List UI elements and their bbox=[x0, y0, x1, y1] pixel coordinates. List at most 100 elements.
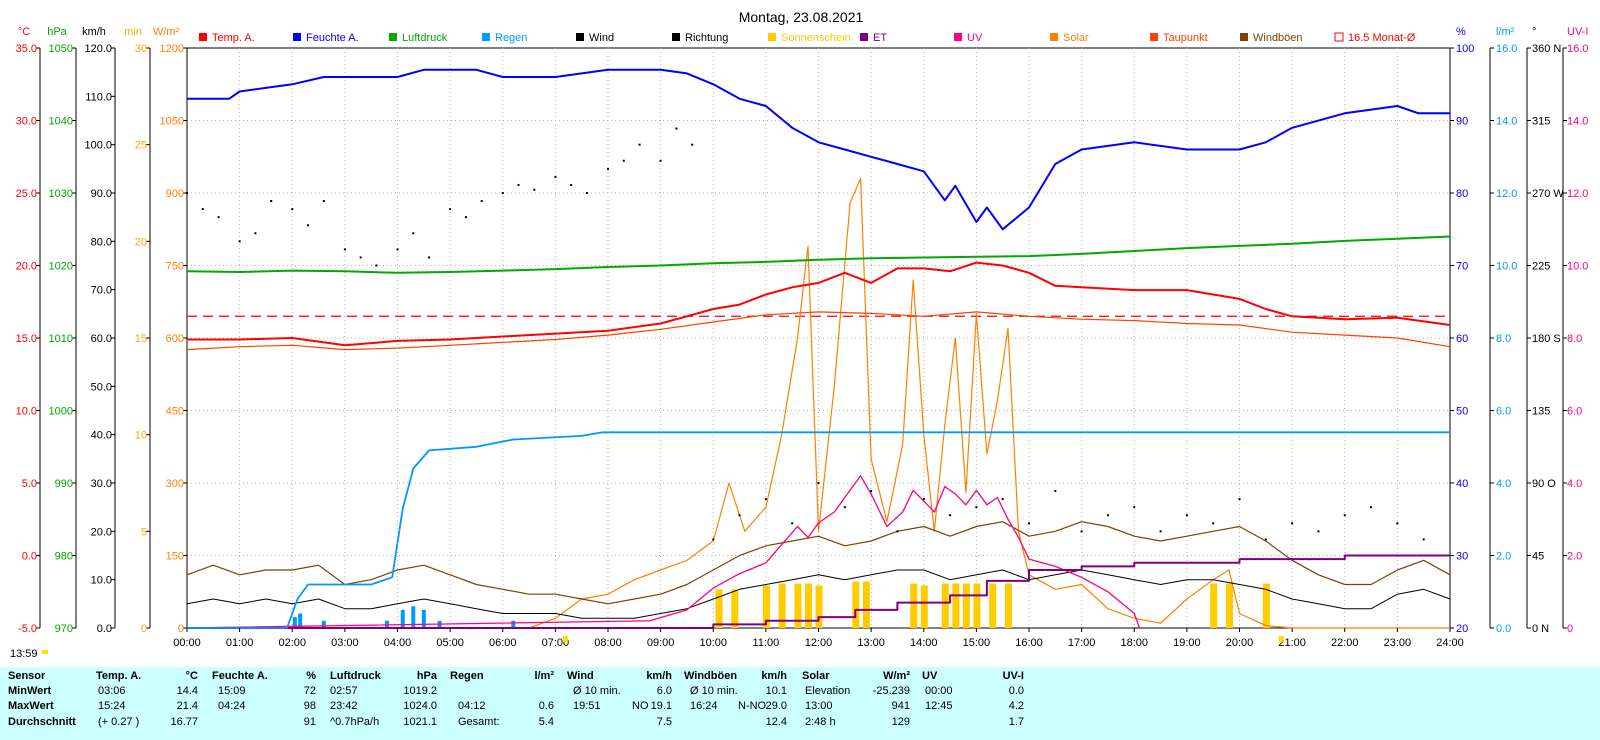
stats-cell: MinWert bbox=[8, 685, 52, 697]
axis-tick-label: 1010 bbox=[49, 333, 73, 345]
stats-cell: Feuchte A. bbox=[212, 670, 268, 682]
time-tick-label: 14:00 bbox=[910, 637, 938, 649]
axis-tick-label: 2.0 bbox=[1567, 551, 1582, 563]
direction-point bbox=[217, 216, 220, 219]
dewpoint-line bbox=[186, 311, 1451, 351]
legend-swatch bbox=[482, 33, 490, 41]
sunshine-bar bbox=[862, 581, 870, 628]
direction-point bbox=[607, 167, 609, 170]
legend-entry: ET bbox=[860, 32, 887, 44]
stats-cell: 1.7 bbox=[1008, 716, 1024, 728]
axis-tick-label: 270 W bbox=[1532, 188, 1564, 200]
axis-tick-label: 150 bbox=[166, 551, 184, 563]
sunshine-bar bbox=[804, 583, 812, 628]
axis-unit: UV-I bbox=[1567, 26, 1588, 38]
stats-cell: 91 bbox=[303, 716, 316, 728]
time-tick-label: 05:00 bbox=[436, 637, 464, 649]
axis-tick-label: 8.0 bbox=[1496, 333, 1511, 345]
time-tick-label: 01:00 bbox=[226, 637, 254, 649]
direction-point bbox=[638, 143, 641, 146]
stats-cell: 23:42 bbox=[330, 700, 358, 712]
pressure-line bbox=[186, 235, 1451, 274]
axis-tick-label: 980 bbox=[55, 551, 73, 563]
axis-tick-label: 225 bbox=[1532, 261, 1550, 273]
axis-tick-label: 990 bbox=[55, 478, 73, 490]
chart-plot-area bbox=[186, 68, 1451, 629]
legend-label: Taupunkt bbox=[1163, 32, 1208, 44]
legend-swatch bbox=[576, 33, 584, 41]
sunshine-bar bbox=[973, 583, 981, 628]
direction-point bbox=[1159, 530, 1162, 533]
sunshine-bar bbox=[920, 585, 928, 628]
stats-cell: 02:57 bbox=[330, 685, 358, 697]
rain-rate-bar bbox=[511, 620, 516, 628]
direction-point bbox=[922, 498, 925, 501]
time-tick-label: 22:00 bbox=[1331, 637, 1359, 649]
stats-cell: 16:24 bbox=[690, 700, 718, 712]
direction-point bbox=[1028, 522, 1030, 525]
direction-point bbox=[870, 490, 873, 493]
axis-tick-label: 135 bbox=[1532, 406, 1550, 418]
axis-tick-label: 4.0 bbox=[1496, 478, 1511, 490]
direction-point bbox=[554, 175, 557, 178]
axis-tick-label: 0.0 bbox=[1496, 623, 1511, 635]
stats-cell: 29.0 bbox=[765, 700, 787, 712]
legend-entry: Sonnenschein bbox=[768, 32, 851, 44]
axis-tick-label: 750 bbox=[166, 261, 184, 273]
direction-point bbox=[1185, 514, 1188, 517]
stats-cell: 98 bbox=[303, 700, 316, 712]
time-tick-label: 24:00 bbox=[1436, 637, 1464, 649]
sunshine-bar bbox=[762, 585, 770, 628]
stats-cell: hPa bbox=[416, 670, 437, 682]
direction-point bbox=[1080, 530, 1083, 533]
chart-title: Montag, 23.08.2021 bbox=[739, 9, 864, 25]
axis-tick-label: 90 bbox=[1456, 116, 1468, 128]
stats-cell: UV-I bbox=[1002, 670, 1024, 682]
axis-rain: 16.0 14.0 12.0 10.0 8.0 6.0 4.0 2.0 0.0 l/m² bbox=[1489, 26, 1517, 635]
legend-label: Feuchte A. bbox=[306, 32, 359, 44]
sunshine-bar bbox=[941, 583, 949, 628]
axis-tick-label: 15 bbox=[135, 333, 147, 345]
chart-legend: Temp. A. Feuchte A. Luftdruck Regen Wind Rich… bbox=[199, 32, 1416, 44]
axis-tick-label: 20.0 bbox=[91, 526, 112, 538]
legend-swatch bbox=[1334, 32, 1344, 42]
legend-entry: Solar bbox=[1050, 32, 1089, 44]
stats-cell: l/m² bbox=[534, 670, 554, 682]
stats-cell: 04:12 bbox=[458, 700, 486, 712]
direction-point bbox=[322, 200, 325, 203]
axis-tick-label: 40.0 bbox=[91, 430, 112, 442]
time-tick-label: 17:00 bbox=[1068, 637, 1096, 649]
legend-entry: Taupunkt bbox=[1150, 32, 1208, 44]
axis-tick-label: 15.0 bbox=[16, 333, 37, 345]
sunshine-bar bbox=[731, 589, 739, 628]
direction-point bbox=[201, 208, 204, 211]
time-tick-label: 11:00 bbox=[753, 637, 780, 649]
axis-tick-label: 10.0 bbox=[91, 575, 112, 587]
sunset-marker bbox=[1278, 636, 1284, 642]
direction-point bbox=[1343, 514, 1346, 517]
direction-point bbox=[791, 522, 794, 525]
sunshine-bar bbox=[962, 583, 970, 628]
direction-point bbox=[238, 240, 241, 243]
time-tick-label: 18:00 bbox=[1120, 637, 1148, 649]
stats-cell: km/h bbox=[646, 670, 672, 682]
stats-cell: 12.4 bbox=[765, 716, 787, 728]
sunshine-bar bbox=[1210, 583, 1218, 628]
legend-swatch bbox=[1150, 33, 1158, 41]
time-tick-label: 08:00 bbox=[594, 637, 622, 649]
direction-point bbox=[254, 232, 257, 235]
axis-tick-label: 5 bbox=[141, 526, 147, 538]
time-tick-label: 16:00 bbox=[1015, 637, 1043, 649]
direction-point bbox=[570, 183, 573, 186]
legend-label: UV bbox=[967, 32, 983, 44]
stats-cell: 15:09 bbox=[218, 685, 246, 697]
axis-tick-label: 900 bbox=[166, 188, 184, 200]
stats-cell: (+ 0.27 ) bbox=[98, 716, 140, 728]
axis-tick-label: 16.0 bbox=[1567, 43, 1588, 55]
axis-uvi: 16.0 14.0 12.0 10.0 8.0 6.0 4.0 2.0 0 UV-I bbox=[1562, 26, 1588, 635]
time-axis: 00:00 01:00 02:00 03:00 04:00 05:00 06:00 07:00… bbox=[173, 628, 1464, 649]
legend-label: Luftdruck bbox=[402, 32, 448, 44]
legend-swatch bbox=[672, 33, 680, 41]
axis-tick-label: 10.0 bbox=[1567, 261, 1588, 273]
direction-point bbox=[1396, 522, 1399, 525]
